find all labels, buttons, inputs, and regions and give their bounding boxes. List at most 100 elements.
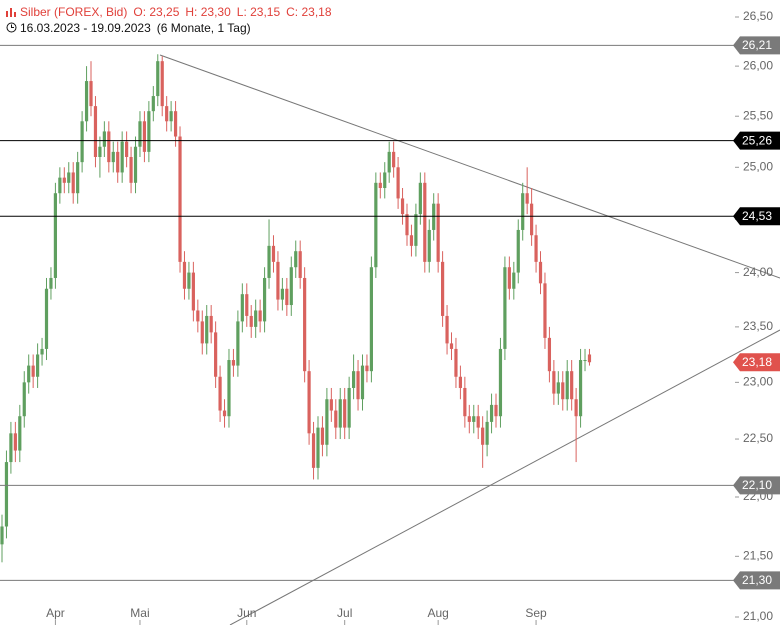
- candle-body: [4, 462, 9, 527]
- header-line: 16.03.2023 - 19.09.2023 (6 Monate, 1 Tag): [6, 21, 257, 35]
- ohlc: L: 23,15: [236, 5, 281, 19]
- price-level-tag: [733, 353, 780, 372]
- candle-body: [458, 376, 463, 388]
- candle-body: [156, 61, 160, 97]
- candle-body: [587, 354, 592, 363]
- candle-body: [222, 410, 227, 417]
- candle-body: [267, 245, 271, 278]
- candle-body: [298, 251, 302, 278]
- candle-body: [378, 182, 382, 189]
- candle-body: [44, 288, 49, 349]
- candle-body: [574, 399, 578, 417]
- price-level-label: 24,53: [742, 209, 772, 223]
- candle-body: [432, 203, 436, 230]
- date-range: 16.03.2023 - 19.09.2023: [20, 21, 151, 35]
- price-level-tag: [733, 207, 780, 226]
- candle-body: [84, 81, 89, 122]
- y-tick-label: 25,00: [743, 159, 773, 173]
- candle-body: [320, 427, 325, 445]
- candle-body: [343, 399, 347, 428]
- candle-body: [351, 371, 356, 388]
- candle-body: [169, 111, 173, 122]
- clock-icon: [6, 22, 17, 33]
- candle-body: [303, 277, 307, 372]
- candle-body: [369, 267, 373, 372]
- candle-body: [218, 376, 222, 411]
- candle-body: [294, 251, 298, 268]
- candle-body: [521, 193, 525, 230]
- y-tick-label: 21,50: [743, 548, 773, 562]
- candle-body: [22, 382, 26, 417]
- candle-body: [414, 214, 418, 246]
- y-tick-label: 23,50: [743, 319, 773, 333]
- candle-body: [481, 427, 485, 445]
- candle-body: [583, 360, 587, 362]
- x-tick-label: Apr: [46, 606, 65, 620]
- candle-body: [80, 121, 84, 163]
- candle-body: [236, 321, 240, 366]
- candle-body: [178, 136, 182, 262]
- candle-body: [36, 354, 40, 377]
- candle-body: [76, 162, 80, 194]
- candle-body: [423, 182, 427, 262]
- x-tick-label: Jul: [337, 606, 352, 620]
- candle-body: [182, 261, 187, 289]
- candle-body: [392, 151, 396, 168]
- candle-body: [200, 321, 204, 344]
- candle-body: [285, 288, 289, 306]
- ohlc: C: 23,18: [286, 5, 332, 19]
- candle-body: [472, 416, 476, 422]
- candle-body: [173, 111, 178, 137]
- price-level-tag: [733, 36, 780, 55]
- candle-body: [325, 399, 329, 445]
- candle-body: [107, 131, 111, 163]
- candle-body: [485, 421, 489, 445]
- trend-line: [159, 54, 780, 279]
- y-tick-label: 21,00: [743, 609, 773, 623]
- candle-body: [307, 371, 311, 434]
- price-level-label: 26,21: [742, 38, 772, 52]
- trend-line: [229, 329, 780, 625]
- candle-body: [254, 310, 258, 327]
- price-level-tag: [733, 571, 780, 590]
- candle-body: [525, 193, 529, 204]
- candle-body: [31, 365, 35, 377]
- candle-body: [93, 106, 98, 157]
- candle-body: [18, 416, 22, 451]
- candle-body: [129, 156, 133, 183]
- candle-body: [245, 294, 249, 316]
- candle-body: [570, 371, 574, 400]
- price-level-tag: [733, 476, 780, 495]
- candle-body: [271, 245, 276, 262]
- price-level-label: 23,18: [742, 355, 772, 369]
- candle-body: [58, 177, 62, 194]
- candle-body: [507, 267, 511, 289]
- candle-body: [205, 315, 209, 344]
- candle-body: [467, 416, 471, 422]
- candle-body: [538, 261, 543, 284]
- price-level-label: 22,10: [742, 478, 772, 492]
- candle-body: [476, 416, 480, 428]
- candle-body: [142, 121, 147, 152]
- y-tick-label: 23,00: [743, 375, 773, 389]
- ohlc: H: 23,30: [185, 5, 231, 19]
- candle-body: [147, 111, 151, 152]
- candle-body: [40, 348, 44, 355]
- logo-icon: [6, 8, 16, 17]
- x-tick-label: Mai: [130, 606, 149, 620]
- candle-body: [365, 365, 369, 372]
- candle-body: [196, 310, 200, 322]
- candle-body: [543, 283, 547, 338]
- x-tick-label: Jun: [237, 606, 256, 620]
- candle-body: [133, 146, 138, 183]
- candle-body: [62, 177, 66, 183]
- candle-body: [347, 387, 351, 428]
- candle-body: [98, 146, 102, 157]
- candle-body: [125, 141, 129, 157]
- y-tick-label: 24,00: [743, 265, 773, 279]
- candle-body: [516, 229, 520, 273]
- candle-body: [120, 141, 124, 173]
- candle-body: [454, 348, 458, 377]
